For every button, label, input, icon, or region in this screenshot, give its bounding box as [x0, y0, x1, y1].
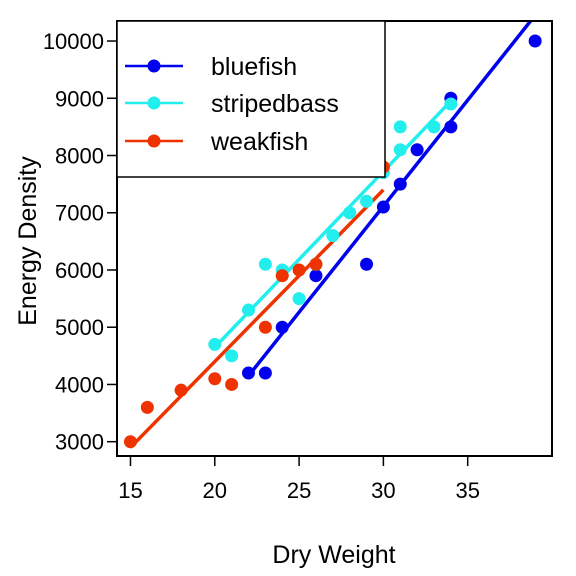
x-tick-label: 30	[371, 478, 395, 503]
data-point-stripedbass	[393, 120, 407, 134]
x-tick-label: 15	[118, 478, 142, 503]
data-point-weakfish	[309, 257, 323, 271]
legend: bluefish stripedbass weakfish	[116, 20, 386, 178]
data-point-weakfish	[225, 377, 239, 391]
data-point-stripedbass	[444, 97, 458, 111]
data-point-weakfish	[123, 435, 137, 449]
legend-swatch-marker	[147, 59, 161, 73]
y-tick-label: 5000	[55, 315, 104, 340]
data-point-bluefish	[444, 120, 458, 134]
legend-box	[116, 20, 386, 178]
series-bluefish	[242, 34, 542, 380]
data-point-stripedbass	[393, 143, 407, 157]
data-point-bluefish	[309, 269, 323, 283]
data-point-bluefish	[528, 34, 542, 48]
fit-line-weakfish	[129, 188, 385, 449]
data-point-stripedbass	[427, 120, 441, 134]
data-point-stripedbass	[258, 257, 272, 271]
series-weakfish	[123, 160, 390, 449]
y-axis-title: Energy Density	[14, 156, 42, 326]
data-point-bluefish	[258, 366, 272, 380]
data-point-bluefish	[410, 143, 424, 157]
data-point-stripedbass	[225, 349, 239, 363]
data-point-stripedbass	[326, 229, 340, 243]
x-tick-label: 20	[203, 478, 227, 503]
data-point-bluefish	[275, 320, 289, 334]
fit-line-stripedbass	[213, 99, 453, 349]
legend-label-weakfish: weakfish	[210, 128, 308, 156]
data-point-weakfish	[174, 383, 188, 397]
x-axis-title: Dry Weight	[272, 541, 395, 569]
legend-label-bluefish: bluefish	[211, 53, 297, 81]
y-tick-label: 9000	[55, 86, 104, 111]
y-tick-label: 3000	[55, 430, 104, 455]
legend-entry-weakfish: weakfish	[125, 128, 308, 156]
data-point-weakfish	[208, 372, 222, 386]
fit-lines	[129, 21, 533, 449]
y-tick-label: 7000	[55, 201, 104, 226]
legend-swatch-marker	[147, 96, 161, 110]
legend-label-stripedbass: stripedbass	[211, 90, 339, 118]
x-axis: 15 20 25 30 35	[118, 456, 480, 503]
data-point-weakfish	[292, 263, 306, 277]
y-tick-label: 8000	[55, 144, 104, 169]
data-point-stripedbass	[360, 194, 374, 208]
data-point-weakfish	[258, 320, 272, 334]
data-point-weakfish	[275, 269, 289, 283]
data-point-stripedbass	[242, 303, 256, 317]
legend-swatch-marker	[147, 134, 161, 148]
y-axis: 3000 4000 5000 6000 7000 8000 9000 10000	[43, 29, 117, 455]
y-tick-label: 6000	[55, 258, 104, 283]
y-tick-label: 10000	[43, 29, 104, 54]
x-tick-label: 35	[455, 478, 479, 503]
data-point-bluefish	[360, 257, 374, 271]
legend-entry-bluefish: bluefish	[125, 53, 297, 81]
data-point-bluefish	[242, 366, 256, 380]
data-point-stripedbass	[292, 292, 306, 306]
legend-entry-stripedbass: stripedbass	[125, 90, 339, 118]
data-point-stripedbass	[343, 206, 357, 220]
data-point-weakfish	[140, 400, 154, 414]
x-tick-label: 25	[287, 478, 311, 503]
data-point-bluefish	[376, 200, 390, 214]
data-point-stripedbass	[208, 337, 222, 351]
data-point-bluefish	[393, 177, 407, 191]
fit-line-bluefish	[247, 21, 533, 377]
y-tick-label: 4000	[55, 372, 104, 397]
plot-area	[123, 21, 542, 449]
